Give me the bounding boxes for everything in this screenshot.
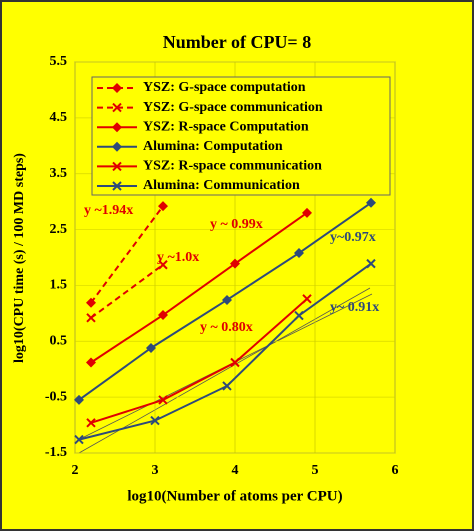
legend-label: YSZ: G-space communication xyxy=(143,100,323,115)
annotation: y ~1.94x xyxy=(84,203,133,218)
legend-marker xyxy=(112,102,122,113)
y-tick-label: 0.5 xyxy=(50,334,68,349)
legend-label: Alumina: Computation xyxy=(143,139,283,154)
x-axis-label: log10(Number of atoms per CPU) xyxy=(127,488,342,504)
data-point xyxy=(294,248,304,259)
y-tick-label: 1.5 xyxy=(50,278,68,293)
x-tick-label: 2 xyxy=(72,463,79,478)
legend-marker xyxy=(112,181,122,191)
legend-label: YSZ: G-space computation xyxy=(143,80,306,95)
annotation: y ~ 0.80x xyxy=(200,320,253,335)
data-point xyxy=(74,394,84,405)
data-point xyxy=(302,207,312,218)
data-point xyxy=(230,357,240,368)
data-point xyxy=(222,294,232,305)
series-line xyxy=(90,263,164,319)
x-tick-label: 4 xyxy=(232,463,239,478)
y-tick-label: 2.5 xyxy=(50,222,68,237)
y-axis-label: log10(CPU time (s) / 100 MD steps) xyxy=(12,153,27,363)
data-point xyxy=(366,197,376,208)
data-point xyxy=(158,310,168,321)
legend-marker xyxy=(112,122,122,133)
legend-marker xyxy=(112,161,122,172)
legend-label: YSZ: R-space Computation xyxy=(143,119,309,134)
series-line xyxy=(90,205,164,304)
series-line xyxy=(90,298,308,424)
data-point xyxy=(302,294,312,304)
x-tick-label: 3 xyxy=(152,463,159,478)
data-point xyxy=(366,258,376,269)
annotation: y ~1.0x xyxy=(157,250,199,265)
data-point xyxy=(86,297,96,308)
data-point xyxy=(158,395,168,405)
data-point xyxy=(222,381,232,391)
data-point xyxy=(230,258,240,269)
data-point xyxy=(86,357,96,368)
legend-marker xyxy=(112,83,122,93)
annotation: y ~ 0.99x xyxy=(210,217,263,232)
y-tick-label: 3.5 xyxy=(50,166,68,181)
annotation: y~ 0.91x xyxy=(330,300,379,315)
y-tick-label: -0.5 xyxy=(45,389,67,404)
data-point xyxy=(158,260,168,270)
data-point xyxy=(150,415,160,426)
data-point xyxy=(86,313,96,323)
x-tick-label: 6 xyxy=(392,463,399,478)
legend-marker xyxy=(112,141,122,152)
y-tick-label: 4.5 xyxy=(50,110,68,125)
y-tick-label: 5.5 xyxy=(50,54,68,69)
chart-title: Number of CPU= 8 xyxy=(163,32,311,52)
annotation: y~0.97x xyxy=(330,230,376,245)
data-point xyxy=(294,310,304,321)
data-point xyxy=(146,342,156,353)
legend-label: Alumina: Communication xyxy=(143,178,300,193)
series-line xyxy=(90,211,308,364)
legend-box xyxy=(91,76,391,196)
data-point xyxy=(74,434,84,445)
y-tick-label: -1.5 xyxy=(45,445,67,460)
data-point xyxy=(86,418,96,428)
legend-label: YSZ: R-space communication xyxy=(143,159,322,174)
x-tick-label: 5 xyxy=(312,463,319,478)
trend-line xyxy=(78,287,371,454)
data-point xyxy=(158,201,168,212)
